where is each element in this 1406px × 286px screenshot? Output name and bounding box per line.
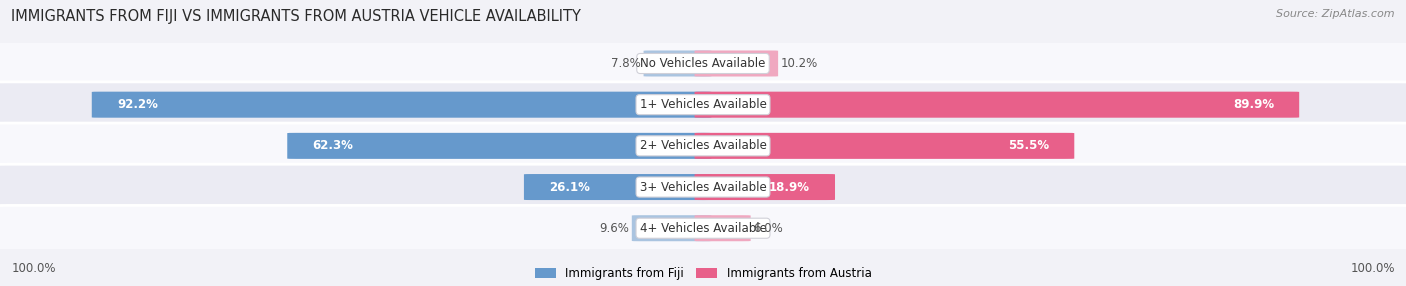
Text: 18.9%: 18.9% <box>769 180 810 194</box>
FancyBboxPatch shape <box>695 92 1299 118</box>
Text: 1+ Vehicles Available: 1+ Vehicles Available <box>640 98 766 111</box>
Text: 55.5%: 55.5% <box>1008 139 1049 152</box>
FancyBboxPatch shape <box>644 50 711 77</box>
FancyBboxPatch shape <box>695 215 751 241</box>
FancyBboxPatch shape <box>287 133 711 159</box>
FancyBboxPatch shape <box>0 41 1406 86</box>
Text: 26.1%: 26.1% <box>550 180 591 194</box>
FancyBboxPatch shape <box>695 50 778 77</box>
Text: Source: ZipAtlas.com: Source: ZipAtlas.com <box>1277 9 1395 19</box>
FancyBboxPatch shape <box>695 133 1074 159</box>
Legend: Immigrants from Fiji, Immigrants from Austria: Immigrants from Fiji, Immigrants from Au… <box>534 267 872 280</box>
Text: 6.0%: 6.0% <box>754 222 783 235</box>
Text: IMMIGRANTS FROM FIJI VS IMMIGRANTS FROM AUSTRIA VEHICLE AVAILABILITY: IMMIGRANTS FROM FIJI VS IMMIGRANTS FROM … <box>11 9 581 23</box>
Text: 92.2%: 92.2% <box>117 98 157 111</box>
Text: 3+ Vehicles Available: 3+ Vehicles Available <box>640 180 766 194</box>
Text: No Vehicles Available: No Vehicles Available <box>640 57 766 70</box>
FancyBboxPatch shape <box>0 164 1406 210</box>
Text: 4+ Vehicles Available: 4+ Vehicles Available <box>640 222 766 235</box>
FancyBboxPatch shape <box>91 92 711 118</box>
FancyBboxPatch shape <box>631 215 711 241</box>
Text: 89.9%: 89.9% <box>1233 98 1274 111</box>
Text: 7.8%: 7.8% <box>612 57 641 70</box>
FancyBboxPatch shape <box>0 123 1406 169</box>
Text: 100.0%: 100.0% <box>1350 262 1395 275</box>
Text: 62.3%: 62.3% <box>312 139 353 152</box>
Text: 100.0%: 100.0% <box>11 262 56 275</box>
FancyBboxPatch shape <box>524 174 711 200</box>
FancyBboxPatch shape <box>695 174 835 200</box>
Text: 2+ Vehicles Available: 2+ Vehicles Available <box>640 139 766 152</box>
FancyBboxPatch shape <box>0 82 1406 128</box>
FancyBboxPatch shape <box>0 205 1406 251</box>
Text: 9.6%: 9.6% <box>599 222 628 235</box>
Text: 10.2%: 10.2% <box>780 57 818 70</box>
